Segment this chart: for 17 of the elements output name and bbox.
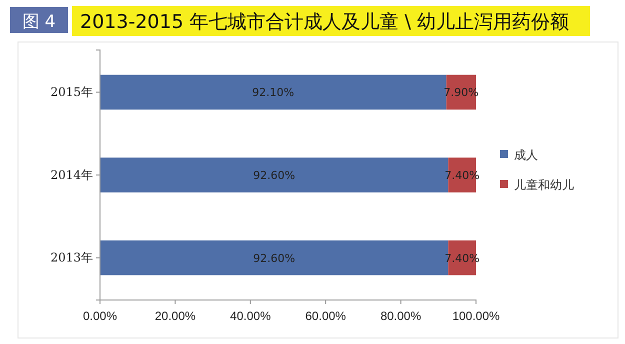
chart-title: 2013-2015 年七城市合计成人及儿童 \ 幼儿止泻用药份额: [80, 11, 570, 33]
legend-label: 成人: [514, 148, 538, 162]
x-tick-label: 60.00%: [305, 309, 346, 324]
x-tick-label: 80.00%: [380, 309, 422, 324]
data-label: 92.10%: [252, 86, 294, 100]
x-tick-label: 100.00%: [452, 309, 500, 324]
y-tick-label: 2014年: [50, 168, 93, 182]
x-tick-label: 40.00%: [230, 309, 272, 324]
data-label: 92.60%: [253, 169, 296, 182]
y-tick-label: 2013年: [50, 250, 93, 265]
x-tick-label: 0.00%: [82, 309, 118, 324]
caption: 图 4: [22, 12, 56, 32]
y-tick-label: 2015年: [50, 85, 93, 100]
data-label: 92.60%: [253, 252, 296, 265]
bar: [100, 74, 446, 110]
x-tick-label: 20.00%: [154, 309, 196, 324]
legend-label: 儿童和幼儿: [514, 178, 574, 192]
